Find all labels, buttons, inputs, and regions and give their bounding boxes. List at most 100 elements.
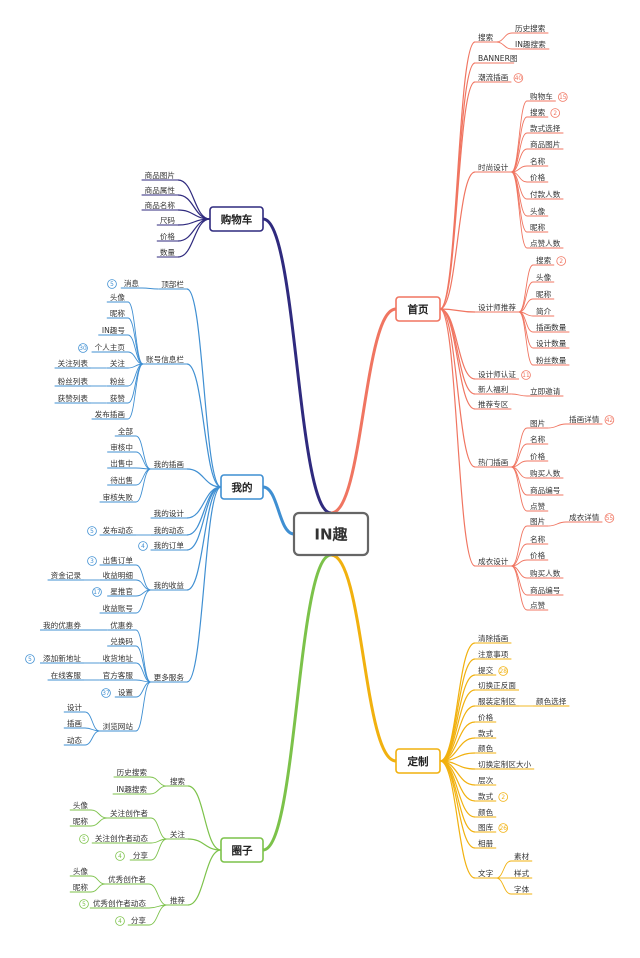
mine-detail[interactable]: 关注列表 <box>58 358 89 368</box>
home-subtopic[interactable]: 插画数量 <box>536 322 567 332</box>
home-topic[interactable]: 时尚设计 <box>478 162 509 172</box>
cart-topic[interactable]: 商品名称 <box>145 200 176 210</box>
home-subtopic[interactable]: 价格 <box>530 172 546 182</box>
custom-subtopic[interactable]: 素材 <box>514 851 530 861</box>
mine-detail[interactable]: 我的优惠券 <box>43 620 81 630</box>
home-topic[interactable]: 推荐专区 <box>478 399 509 409</box>
custom-topic[interactable]: 相册 <box>478 838 494 848</box>
circle-detail[interactable]: 昵称 <box>73 816 89 826</box>
custom-topic[interactable]: 服装定制区 <box>478 696 516 706</box>
home-subtopic[interactable]: 商品编号 <box>530 485 561 495</box>
mine-subtopic[interactable]: IN趣号 <box>102 325 126 335</box>
mine-subtopic[interactable]: 获赞 <box>110 393 126 403</box>
branch-custom[interactable]: 定制 <box>395 748 441 774</box>
home-subtopic[interactable]: 点赞人数 <box>530 238 561 248</box>
home-topic[interactable]: 搜索 <box>478 32 494 42</box>
custom-topic[interactable]: 款式 <box>478 791 494 801</box>
custom-topic[interactable]: 颜色 <box>478 743 494 753</box>
mine-topic[interactable]: 我的设计 <box>154 508 185 518</box>
home-topic[interactable]: 成衣设计 <box>478 556 509 566</box>
home-topic[interactable]: 潮流插画 <box>478 72 508 82</box>
home-subtopic[interactable]: 付款人数 <box>530 189 561 199</box>
mine-subtopic[interactable]: 收益账号 <box>103 603 134 613</box>
cart-topic[interactable]: 商品图片 <box>145 170 175 180</box>
mine-subtopic[interactable]: 头像 <box>110 292 126 302</box>
mine-subtopic[interactable]: 优惠券 <box>110 620 133 630</box>
home-subtopic[interactable]: 设计数量 <box>536 338 567 348</box>
mine-subtopic[interactable]: 兑换码 <box>110 636 133 646</box>
branch-circle[interactable]: 圈子 <box>220 837 264 863</box>
mine-subtopic[interactable]: 审核中 <box>110 442 133 452</box>
mine-topic[interactable]: 顶部栏 <box>161 279 184 289</box>
custom-subtopic[interactable]: 字体 <box>514 884 530 894</box>
mine-detail[interactable]: 粉丝列表 <box>58 376 89 386</box>
home-subtopic[interactable]: 图片 <box>530 516 545 526</box>
circle-subtopic[interactable]: 优秀创作者 <box>108 874 146 884</box>
mine-subtopic[interactable]: 粉丝 <box>110 376 126 386</box>
mine-subtopic[interactable]: 浏览网站 <box>103 721 134 731</box>
circle-subtopic[interactable]: 历史搜索 <box>117 767 148 777</box>
home-subtopic[interactable]: 商品图片 <box>530 139 560 149</box>
home-subtopic[interactable]: 点赞 <box>530 600 546 610</box>
custom-topic[interactable]: 款式 <box>478 728 494 738</box>
circle-detail[interactable]: 昵称 <box>73 882 89 892</box>
home-subtopic[interactable]: 价格 <box>530 550 546 560</box>
home-subtopic[interactable]: 价格 <box>530 451 546 461</box>
home-subtopic[interactable]: 点赞 <box>530 501 546 511</box>
home-detail[interactable]: 成衣详情 <box>569 512 600 522</box>
home-topic[interactable]: BANNER图 <box>478 54 517 63</box>
circle-topic[interactable]: 关注 <box>170 829 186 839</box>
custom-topic[interactable]: 层次 <box>478 775 494 785</box>
mine-detail[interactable]: 添加新地址 <box>43 653 81 663</box>
cart-topic[interactable]: 数量 <box>160 247 176 257</box>
custom-topic[interactable]: 注意事项 <box>478 649 509 659</box>
mine-detail[interactable]: 获赞列表 <box>58 393 89 403</box>
home-subtopic[interactable]: 购买人数 <box>530 468 561 478</box>
mine-topic[interactable]: 我的插画 <box>154 459 184 469</box>
circle-subtopic[interactable]: 关注创作者动态 <box>95 833 149 843</box>
custom-topic[interactable]: 价格 <box>478 712 494 722</box>
custom-topic[interactable]: 图库 <box>478 822 494 832</box>
mine-detail[interactable]: 动态 <box>67 735 83 745</box>
home-subtopic[interactable]: 名称 <box>530 156 546 166</box>
circle-subtopic[interactable]: 优秀创作者动态 <box>93 898 147 908</box>
circle-subtopic[interactable]: 分享 <box>133 850 149 860</box>
home-subtopic[interactable]: 头像 <box>536 272 552 282</box>
mine-subtopic[interactable]: 全部 <box>118 426 134 436</box>
custom-subtopic[interactable]: 样式 <box>514 868 530 878</box>
cart-topic[interactable]: 商品属性 <box>145 185 176 195</box>
branch-home[interactable]: 首页 <box>395 296 441 322</box>
home-topic[interactable]: 设计师认证 <box>478 369 516 379</box>
mine-subtopic[interactable]: 消息 <box>124 278 140 288</box>
mine-subtopic[interactable]: 发布插画 <box>95 409 125 419</box>
branch-mine[interactable]: 我的 <box>220 474 264 500</box>
mine-topic[interactable]: 我的动态 <box>154 525 185 535</box>
home-subtopic[interactable]: 款式选择 <box>530 123 561 133</box>
home-subtopic[interactable]: 购买人数 <box>530 568 561 578</box>
mine-subtopic[interactable]: 出售中 <box>110 458 133 468</box>
mine-detail[interactable]: 在线客服 <box>51 670 82 680</box>
mine-subtopic[interactable]: 星推官 <box>110 586 133 596</box>
mine-detail[interactable]: 插画 <box>67 718 82 728</box>
circle-topic[interactable]: 搜索 <box>170 776 186 786</box>
custom-topic[interactable]: 提交 <box>478 665 494 675</box>
circle-subtopic[interactable]: 分享 <box>131 915 147 925</box>
custom-topic[interactable]: 切换定制区大小 <box>478 759 532 769</box>
home-subtopic[interactable]: 立即邀请 <box>530 386 561 396</box>
home-subtopic[interactable]: IN趣搜索 <box>515 39 546 49</box>
circle-subtopic[interactable]: 关注创作者 <box>110 808 148 818</box>
circle-detail[interactable]: 头像 <box>73 800 89 810</box>
home-subtopic[interactable]: 搜索 <box>536 255 552 265</box>
home-subtopic[interactable]: 头像 <box>530 206 546 216</box>
home-topic[interactable]: 设计师推荐 <box>478 302 516 312</box>
home-subtopic[interactable]: 昵称 <box>536 289 552 299</box>
mine-topic[interactable]: 更多服务 <box>154 672 185 682</box>
mine-subtopic[interactable]: 设置 <box>118 687 134 697</box>
mine-detail[interactable]: 资金记录 <box>51 570 82 580</box>
home-subtopic[interactable]: 图片 <box>530 418 545 428</box>
mine-topic[interactable]: 账号信息栏 <box>146 354 184 364</box>
home-subtopic[interactable]: 名称 <box>530 434 546 444</box>
custom-topic[interactable]: 颜色 <box>478 807 494 817</box>
mine-detail[interactable]: 设计 <box>67 702 83 712</box>
custom-subtopic[interactable]: 颜色选择 <box>536 696 567 706</box>
